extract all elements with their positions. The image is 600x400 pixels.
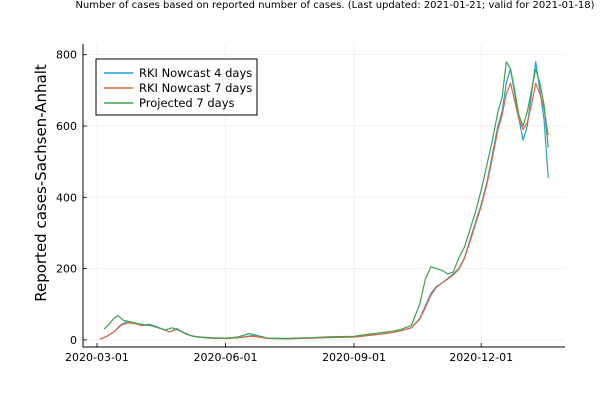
- chart-title: Number of cases based on reported number…: [75, 0, 594, 11]
- y-axis-label: Reported cases-Sachsen-Anhalt: [32, 64, 50, 302]
- y-tick-label: 200: [56, 263, 77, 276]
- y-axis-ticks: 0 200 400 600 800: [56, 49, 87, 347]
- x-axis-ticks: 2020-03-01 2020-06-01 2020-09-01 2020-12-01: [65, 343, 513, 364]
- x-tick-label: 2020-12-01: [449, 351, 513, 364]
- legend-label-projected-7-days: Projected 7 days: [139, 96, 235, 110]
- x-tick-label: 2020-06-01: [194, 351, 258, 364]
- legend-label-rki-4-days: RKI Nowcast 4 days: [139, 66, 252, 80]
- y-tick-label: 0: [70, 334, 77, 347]
- legend: RKI Nowcast 4 days RKI Nowcast 7 days Pr…: [95, 58, 258, 116]
- legend-box: [95, 58, 258, 116]
- series-line-projected-7-days: [103, 61, 549, 339]
- series-lines: [99, 61, 549, 340]
- legend-label-rki-7-days: RKI Nowcast 7 days: [139, 81, 252, 95]
- y-tick-label: 800: [56, 49, 77, 62]
- x-tick-label: 2020-09-01: [322, 351, 386, 364]
- series-line-rki-nowcast-7-days: [99, 82, 549, 340]
- y-tick-label: 600: [56, 120, 77, 133]
- axes: [82, 44, 565, 348]
- x-tick-label: 2020-03-01: [65, 351, 129, 364]
- y-tick-label: 400: [56, 191, 77, 204]
